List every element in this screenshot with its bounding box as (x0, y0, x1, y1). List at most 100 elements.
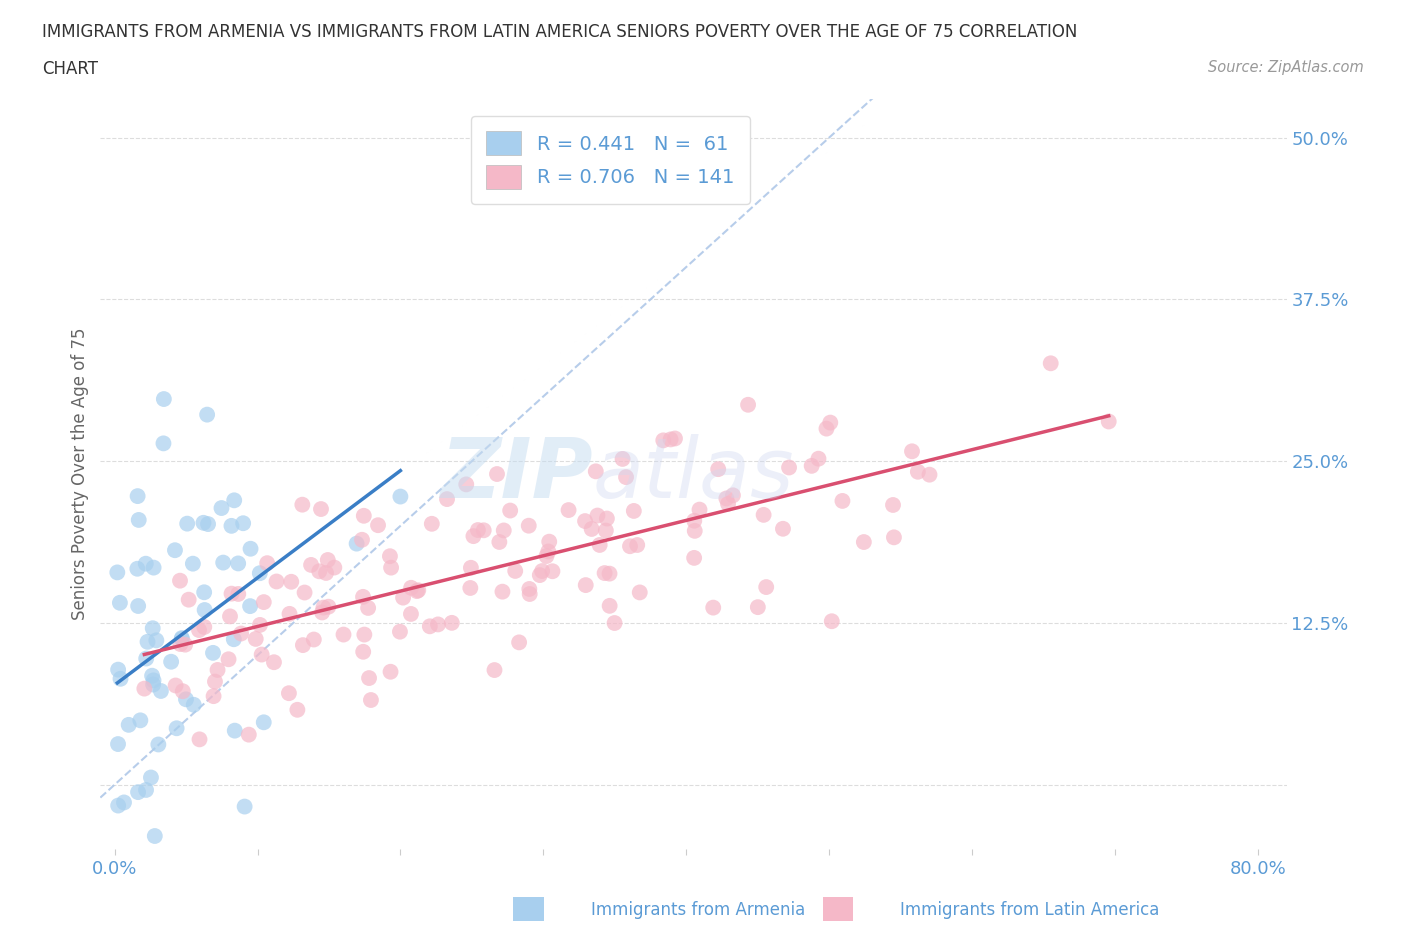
Point (149, 684, 172, 698)
Point (193, 585, 215, 600)
Point (308, 564, 330, 578)
Point (318, 599, 340, 614)
Point (821, 614, 844, 629)
Point (1039, 356, 1062, 371)
Point (107, 662, 129, 677)
Point (357, 601, 380, 616)
Point (752, 508, 775, 523)
Point (253, 594, 276, 609)
Point (141, 669, 163, 684)
Point (110, 671, 132, 686)
Point (221, 586, 243, 601)
Point (378, 549, 401, 564)
Point (218, 652, 240, 667)
Point (831, 494, 853, 509)
Point (176, 516, 198, 531)
Point (575, 578, 598, 592)
Point (399, 606, 422, 621)
Point (165, 678, 187, 693)
Point (406, 584, 429, 599)
Point (239, 541, 262, 556)
Point (188, 732, 211, 747)
Point (1098, 414, 1121, 429)
Point (581, 522, 603, 537)
Point (294, 585, 316, 600)
Point (142, 677, 165, 692)
Point (253, 715, 276, 730)
Point (142, 621, 165, 636)
Point (488, 535, 510, 550)
Point (737, 397, 759, 412)
Point (224, 724, 246, 738)
Point (460, 580, 482, 595)
Point (619, 538, 641, 553)
Point (148, 737, 170, 752)
Point (302, 632, 325, 647)
Point (614, 470, 637, 485)
Point (135, 782, 157, 797)
Point (683, 551, 706, 565)
Point (250, 647, 273, 662)
Point (456, 477, 478, 492)
Point (232, 516, 254, 531)
Point (188, 622, 211, 637)
Point (755, 579, 778, 594)
Point (589, 538, 612, 552)
Point (599, 598, 621, 613)
Point (174, 637, 197, 652)
Point (118, 717, 141, 732)
Point (134, 681, 156, 696)
Point (312, 600, 335, 615)
Point (143, 829, 166, 844)
Text: atlas: atlas (593, 433, 794, 514)
Point (201, 645, 224, 660)
Point (664, 431, 686, 445)
Point (127, 599, 149, 614)
Point (169, 573, 191, 588)
Point (721, 488, 744, 503)
Point (346, 537, 368, 551)
Point (882, 498, 904, 512)
Point (392, 591, 415, 605)
Point (406, 583, 429, 598)
Point (277, 685, 299, 700)
Point (467, 523, 489, 538)
Point (603, 616, 626, 631)
Text: Source: ZipAtlas.com: Source: ZipAtlas.com (1208, 60, 1364, 75)
Point (263, 655, 285, 670)
Point (517, 581, 540, 596)
Point (299, 557, 322, 572)
Point (852, 535, 875, 550)
Point (593, 565, 616, 580)
Point (197, 517, 219, 532)
Point (557, 502, 579, 517)
Point (574, 513, 596, 528)
Point (689, 502, 711, 517)
Text: Immigrants from Latin America: Immigrants from Latin America (900, 900, 1159, 919)
Point (128, 512, 150, 527)
Point (239, 599, 262, 614)
Point (436, 492, 458, 507)
Point (519, 587, 541, 602)
Point (585, 464, 607, 479)
Point (717, 497, 740, 512)
Point (596, 512, 619, 526)
Point (772, 522, 794, 537)
Point (491, 584, 513, 599)
Point (485, 467, 508, 482)
Point (626, 538, 648, 552)
Point (529, 567, 551, 582)
Point (169, 637, 191, 652)
Point (367, 518, 389, 533)
Point (222, 631, 245, 646)
Point (166, 721, 188, 736)
Point (291, 638, 314, 653)
Point (207, 662, 229, 677)
Point (586, 508, 609, 523)
Point (291, 498, 314, 512)
Point (226, 587, 249, 602)
Point (420, 516, 443, 531)
Point (316, 552, 339, 567)
Point (901, 444, 924, 458)
Point (221, 518, 243, 533)
